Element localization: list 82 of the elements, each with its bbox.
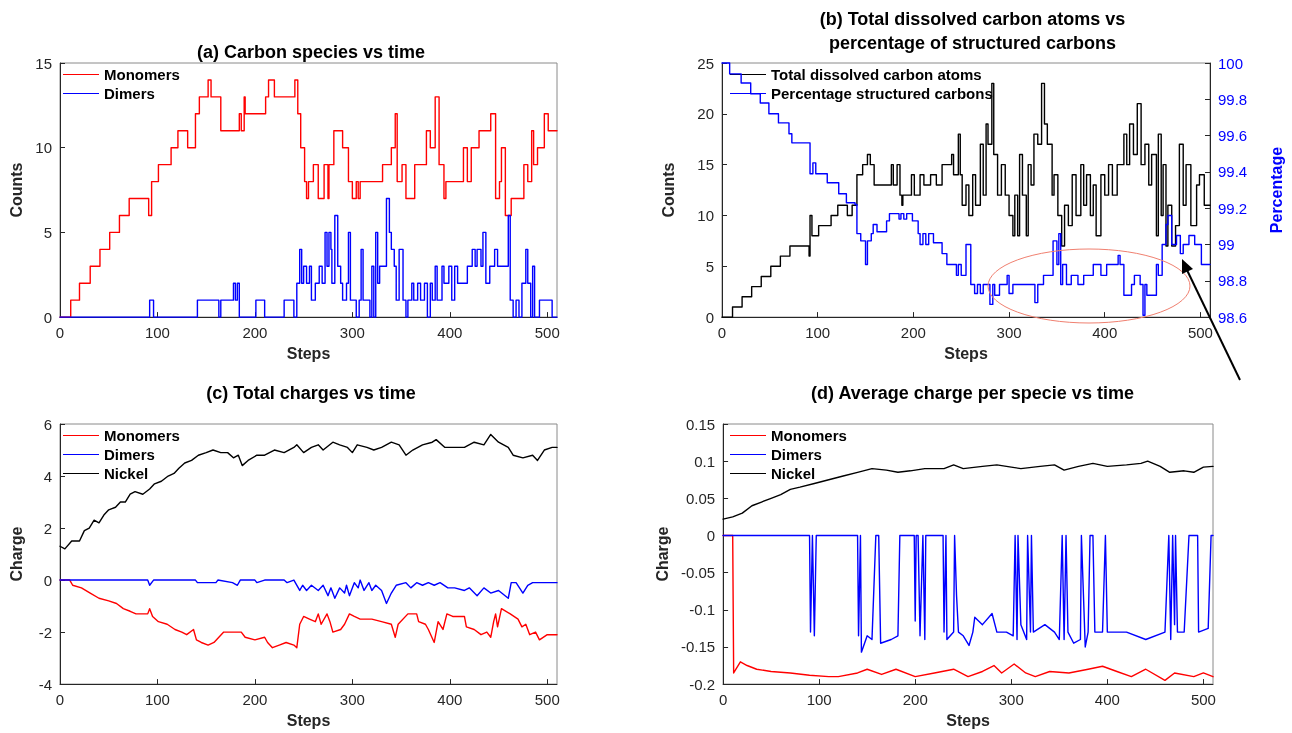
x-tick-label: 400	[1094, 691, 1120, 709]
legend-label: Nickel	[771, 465, 816, 482]
x-tick-label: 400	[437, 691, 463, 709]
line-series	[722, 534, 1214, 653]
x-axis-title: Steps	[944, 344, 988, 362]
x-tick-label: 500	[1187, 324, 1213, 342]
y-tick-label: 10	[697, 206, 714, 224]
y-tick-label: 4	[43, 467, 52, 485]
chart-title: (a) Carbon species vs time	[196, 42, 426, 62]
y2-tick-label: 100	[1218, 54, 1244, 72]
y-tick-label: -0.2	[689, 675, 716, 693]
y2-tick-label: 99.4	[1218, 163, 1248, 181]
y-tick-label: 0	[43, 308, 52, 326]
y-tick-label: 0	[43, 571, 52, 589]
y-tick-label: 15	[35, 54, 52, 72]
y2-tick-label: 98.6	[1218, 308, 1248, 326]
y2-tick-label: 99.8	[1218, 90, 1248, 108]
x-tick-label: 500	[534, 691, 560, 709]
y-tick-label: 0.05	[685, 489, 716, 507]
y2-tick-label: 98.8	[1218, 272, 1248, 290]
y-tick-label: -4	[38, 675, 52, 693]
x-tick-label: 100	[144, 691, 170, 709]
y-axis-title: Charge	[653, 526, 671, 582]
y-tick-label: 0	[706, 526, 716, 544]
y-axis-title: Counts	[659, 162, 677, 218]
x-tick-label: 500	[1190, 691, 1216, 709]
line-series	[722, 460, 1214, 520]
x-tick-label: 100	[805, 324, 831, 342]
legend-label: Total dissolved carbon atoms	[771, 66, 982, 83]
x-tick-label: 300	[339, 324, 365, 342]
x-tick-label: 300	[996, 324, 1022, 342]
x-tick-label: 400	[1092, 324, 1118, 342]
legend-label: Monomers	[104, 427, 180, 444]
y2-tick-label: 99.6	[1218, 127, 1248, 145]
x-tick-label: 300	[339, 691, 365, 709]
y-tick-label: 5	[43, 223, 52, 241]
y-tick-label: 0	[705, 308, 714, 326]
y-tick-label: 0.1	[694, 452, 716, 470]
legend-label: Monomers	[104, 66, 180, 83]
chart-title: (c) Total charges vs time	[206, 383, 416, 403]
legend-label: Monomers	[771, 427, 847, 444]
y-tick-label: 20	[697, 105, 714, 123]
x-tick-label: 500	[534, 324, 560, 342]
y-tick-label: 2	[43, 519, 52, 537]
y2-axis-title: Percentage	[1267, 146, 1285, 234]
y-axis-title: Charge	[7, 526, 25, 582]
line-series	[59, 579, 558, 605]
x-tick-label: 200	[242, 691, 268, 709]
y2-tick-label: 99.2	[1218, 199, 1248, 217]
y-tick-label: 15	[697, 156, 714, 174]
x-tick-label: 200	[242, 324, 268, 342]
y2-tick-label: 99	[1218, 236, 1235, 253]
y-tick-label: -0.15	[680, 638, 716, 656]
x-tick-label: 0	[55, 691, 65, 709]
x-tick-label: 300	[998, 691, 1024, 709]
y-tick-label: -2	[38, 623, 52, 641]
x-tick-label: 0	[55, 324, 65, 342]
x-tick-label: 200	[900, 324, 926, 342]
legend-label: Dimers	[104, 446, 155, 463]
x-tick-label: 0	[717, 324, 727, 342]
x-tick-label: 100	[144, 324, 170, 342]
y-tick-label: 5	[705, 257, 714, 275]
y-tick-label: 0.15	[685, 415, 716, 433]
y-tick-label: -0.1	[689, 601, 716, 619]
x-tick-label: 0	[718, 691, 728, 709]
y-tick-label: 10	[35, 139, 52, 157]
y-tick-label: 6	[43, 415, 52, 433]
chart-title: (d) Average charge per specie vs time	[811, 383, 1134, 403]
legend-label: Dimers	[771, 446, 822, 463]
y-tick-label: -0.05	[680, 564, 716, 582]
line-series	[59, 433, 558, 550]
x-axis-title: Steps	[946, 711, 990, 729]
legend-label: Nickel	[104, 465, 149, 482]
chart-title: (b) Total dissolved carbon atoms vs percentage of structured carbons	[819, 9, 1126, 53]
y-axis-title: Counts	[7, 162, 25, 218]
x-axis-title: Steps	[286, 344, 331, 362]
x-tick-label: 100	[806, 691, 832, 709]
x-tick-label: 200	[902, 691, 928, 709]
legend-label: Dimers	[104, 85, 155, 102]
x-axis-title: Steps	[286, 711, 331, 729]
x-tick-label: 400	[437, 324, 463, 342]
y-tick-label: 25	[697, 54, 714, 72]
